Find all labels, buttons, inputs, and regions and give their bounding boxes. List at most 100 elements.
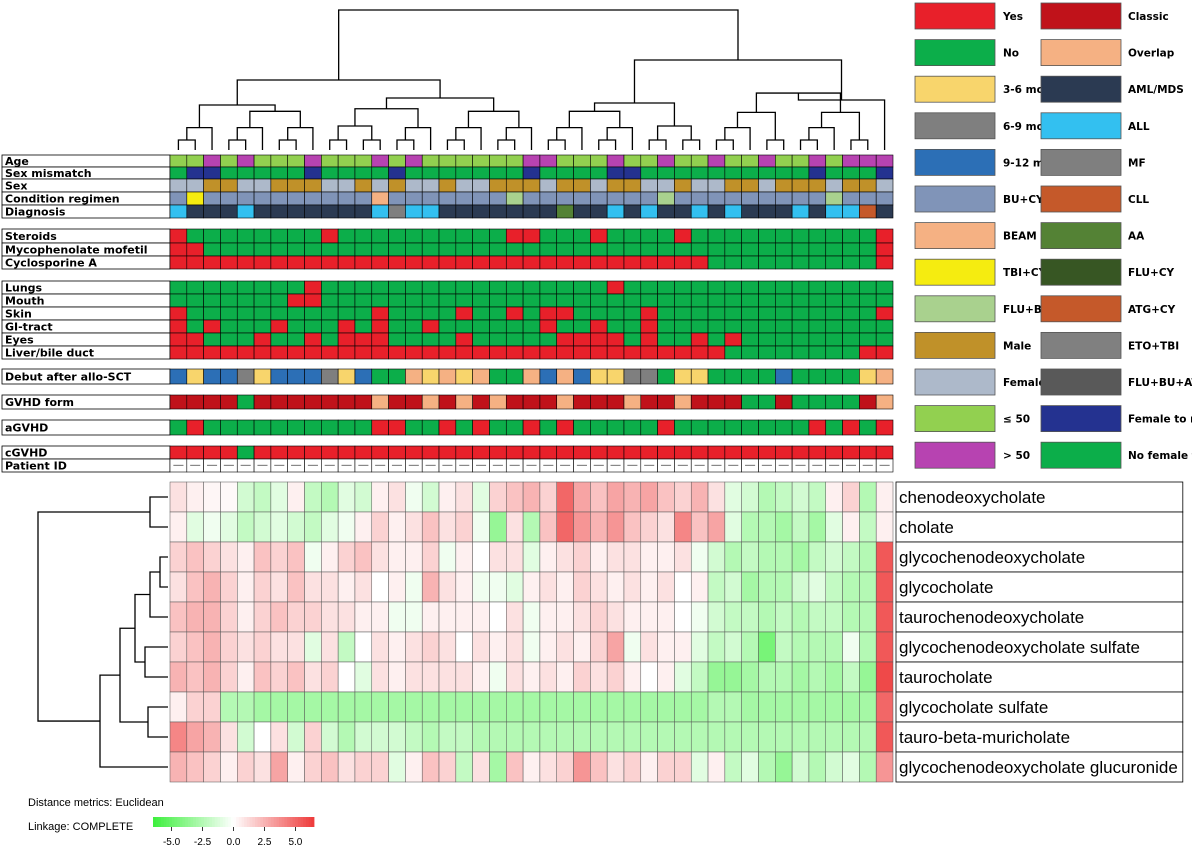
annotation-cell-eyes [169, 332, 188, 347]
annotation-cell-condition-regimen [623, 191, 642, 206]
heatmap-cell [438, 631, 457, 663]
heatmap-cell [640, 481, 658, 513]
annotation-cell-cyclosporine-a [438, 255, 457, 270]
annotation-cell-mouth [842, 293, 860, 308]
heatmap-cell [775, 661, 793, 693]
annotation-cell-cyclosporine-a [875, 255, 894, 270]
annotation-cell-mycophenolate-mofetil [304, 242, 322, 257]
annotation-cell-diagnosis [489, 204, 507, 219]
annotation-cell-mouth [758, 293, 776, 308]
heatmap-cell [707, 691, 726, 723]
dendrogram-branch [149, 571, 168, 618]
annotation-cell-debut-after-allo-sct [405, 368, 423, 385]
annotation-cell-age [758, 154, 776, 168]
patient-id-mark [543, 464, 554, 466]
annotation-cell-mycophenolate-mofetil [842, 242, 860, 257]
annotation-cell-debut-after-allo-sct [421, 368, 440, 385]
heatmap-cell [606, 481, 625, 513]
heatmap-cell [690, 691, 709, 723]
annotation-cell-cgvhd [472, 445, 490, 460]
row-label-gi-tract: GI-tract [5, 321, 53, 334]
heatmap-cell [775, 691, 793, 723]
legend-swatch-flu-bu [914, 295, 996, 323]
heatmap-cell [253, 721, 272, 753]
patient-id-mark [560, 464, 571, 466]
heatmap-cell [825, 751, 843, 783]
annotation-cell-liver-bile-duct [405, 345, 423, 360]
annotation-cell-cgvhd [724, 445, 742, 460]
row-label-mouth: Mouth [5, 295, 44, 308]
annotation-cell-skin [169, 306, 188, 321]
heatmap-cell [842, 751, 860, 783]
dendrogram-branch [556, 127, 583, 150]
annotation-cell-sex [556, 178, 574, 193]
annotation-cell-age [304, 154, 322, 168]
annotation-cell-mouth [489, 293, 507, 308]
annotation-cell-diagnosis [724, 204, 742, 219]
row-label-liver-bile-duct: Liver/bile duct [5, 347, 94, 360]
annotation-cell-lungs [657, 280, 675, 295]
annotation-cell-liver-bile-duct [169, 345, 188, 360]
heatmap-cell [304, 721, 322, 753]
colorbar-segment [271, 817, 275, 827]
annotation-cell-diagnosis [455, 204, 473, 219]
annotation-cell-sex-mismatch [606, 166, 625, 180]
annotation-cell-skin [875, 306, 894, 321]
annotation-cell-diagnosis [623, 204, 642, 219]
annotation-cell-mouth [388, 293, 406, 308]
annotation-cell-diagnosis [657, 204, 675, 219]
annotation-cell-eyes [236, 332, 255, 347]
legend-label-aa: AA [1128, 231, 1145, 243]
annotation-cell-sex [455, 178, 473, 193]
annotation-cell-steroids [590, 228, 608, 244]
heatmap-cell [808, 481, 826, 513]
annotation-cell-age [388, 154, 406, 168]
annotation-cell-cyclosporine-a [337, 255, 356, 270]
annotation-cell-sex-mismatch [203, 166, 221, 180]
heatmap-cell [506, 541, 524, 573]
heatmap-cell [674, 541, 692, 573]
heatmap-cell [657, 721, 675, 753]
annotation-cell-mycophenolate-mofetil [186, 242, 204, 257]
colorbar-segment [246, 817, 250, 827]
annotation-cell-cgvhd [438, 445, 457, 460]
annotation-cell-liver-bile-duct [337, 345, 356, 360]
legend-swatch-female-to-male [1040, 405, 1122, 433]
heatmap-cell [287, 571, 305, 603]
annotation-cell-debut-after-allo-sct [775, 368, 793, 385]
annotation-cell-gvhd-form [859, 394, 877, 410]
heatmap-cell [472, 481, 490, 513]
heatmap-cell [220, 481, 238, 513]
annotation-cell-eyes [606, 332, 625, 347]
heatmap-cell [606, 511, 625, 543]
annotation-cell-mouth [573, 293, 591, 308]
colorbar-segment [217, 817, 221, 827]
annotation-cell-cyclosporine-a [472, 255, 490, 270]
annotation-cell-cyclosporine-a [590, 255, 608, 270]
annotation-cell-condition-regimen [640, 191, 658, 206]
row-label-steroids: Steroids [5, 230, 57, 243]
annotation-cell-age [405, 154, 423, 168]
annotation-cell-eyes [808, 332, 827, 347]
heatmap-cell [203, 541, 221, 573]
heatmap-cell [421, 721, 440, 753]
annotation-cell-debut-after-allo-sct [640, 368, 658, 385]
legend-label-eto-tbi: ETO+TBI [1128, 340, 1179, 352]
dendrogram-branch [177, 139, 196, 150]
annotation-cell-cgvhd [758, 445, 776, 460]
heatmap-cell [640, 751, 658, 783]
annotation-cell-mouth [741, 293, 759, 308]
patient-id-mark [677, 464, 688, 466]
heatmap-cell [304, 661, 322, 693]
annotation-cell-skin [220, 306, 238, 321]
heatmap-cell [354, 541, 373, 573]
heatmap-cell [657, 541, 675, 573]
annotation-cell-gvhd-form [270, 394, 288, 410]
annotation-cell-steroids [236, 228, 255, 244]
annotation-cell-cgvhd [707, 445, 726, 460]
annotation-cell-condition-regimen [590, 191, 608, 206]
annotation-cell-skin [741, 306, 759, 321]
metabolite-label-taurocholate: taurocholate [899, 668, 993, 687]
heatmap-cell [606, 571, 625, 603]
annotation-cell-liver-bile-duct [388, 345, 406, 360]
